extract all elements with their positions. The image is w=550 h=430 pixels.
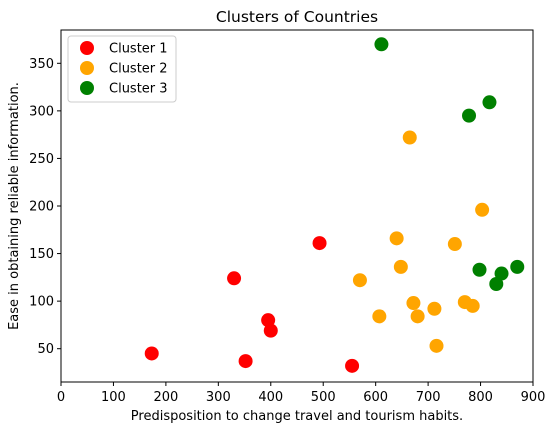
x-tick-label: 200 bbox=[153, 390, 178, 405]
series-cluster-1 bbox=[144, 236, 360, 373]
data-point bbox=[238, 354, 253, 369]
legend-box bbox=[67, 35, 177, 103]
data-point bbox=[410, 309, 425, 324]
y-tick-label: 250 bbox=[29, 152, 54, 167]
y-tick-label: 350 bbox=[29, 57, 54, 72]
legend-label: Cluster 3 bbox=[109, 82, 168, 97]
chart-title: Clusters of Countries bbox=[216, 8, 378, 26]
data-point bbox=[489, 277, 504, 292]
y-tick-label: 50 bbox=[37, 342, 54, 357]
data-point bbox=[429, 338, 444, 353]
y-tick-label: 300 bbox=[29, 104, 54, 119]
data-point bbox=[472, 262, 487, 277]
data-point bbox=[475, 202, 490, 217]
data-point bbox=[406, 296, 421, 311]
x-tick-label: 0 bbox=[57, 390, 65, 405]
data-point bbox=[465, 298, 480, 313]
data-point bbox=[447, 237, 462, 252]
legend-marker bbox=[80, 61, 94, 75]
data-point bbox=[462, 108, 477, 123]
legend: Cluster 1 Cluster 2 Cluster 3 bbox=[67, 35, 177, 103]
y-tick-label: 100 bbox=[29, 295, 54, 310]
legend-label: Cluster 1 bbox=[109, 42, 168, 57]
x-tick-label: 900 bbox=[521, 390, 546, 405]
x-tick-label: 300 bbox=[206, 390, 231, 405]
legend-marker bbox=[80, 41, 94, 55]
data-point bbox=[372, 309, 387, 324]
data-point bbox=[393, 259, 408, 274]
data-point bbox=[144, 346, 159, 361]
y-axis-label: Ease in obtaining reliable information. bbox=[7, 82, 22, 330]
series-cluster-2 bbox=[352, 130, 490, 353]
data-point bbox=[374, 37, 389, 52]
data-point bbox=[482, 95, 497, 110]
x-tick-label: 100 bbox=[101, 390, 126, 405]
data-point bbox=[261, 313, 276, 328]
data-point bbox=[402, 130, 417, 145]
data-point bbox=[494, 266, 509, 281]
data-point bbox=[263, 323, 278, 338]
data-point bbox=[510, 259, 525, 274]
y-tick-label: 150 bbox=[29, 247, 54, 262]
series-cluster-3 bbox=[374, 37, 525, 292]
legend-label: Cluster 2 bbox=[109, 62, 168, 77]
data-point bbox=[427, 301, 442, 316]
data-point bbox=[352, 273, 367, 288]
x-tick-label: 600 bbox=[363, 390, 388, 405]
x-axis-label: Predisposition to change travel and tour… bbox=[131, 409, 463, 424]
data-point bbox=[312, 236, 327, 251]
data-point bbox=[389, 231, 404, 246]
legend-marker bbox=[80, 81, 94, 95]
x-tick-label: 700 bbox=[416, 390, 441, 405]
x-tick-label: 500 bbox=[311, 390, 336, 405]
x-tick-label: 400 bbox=[258, 390, 283, 405]
data-point bbox=[345, 358, 360, 373]
y-tick-label: 200 bbox=[29, 200, 54, 215]
data-point bbox=[227, 271, 242, 286]
x-tick-label: 800 bbox=[468, 390, 493, 405]
